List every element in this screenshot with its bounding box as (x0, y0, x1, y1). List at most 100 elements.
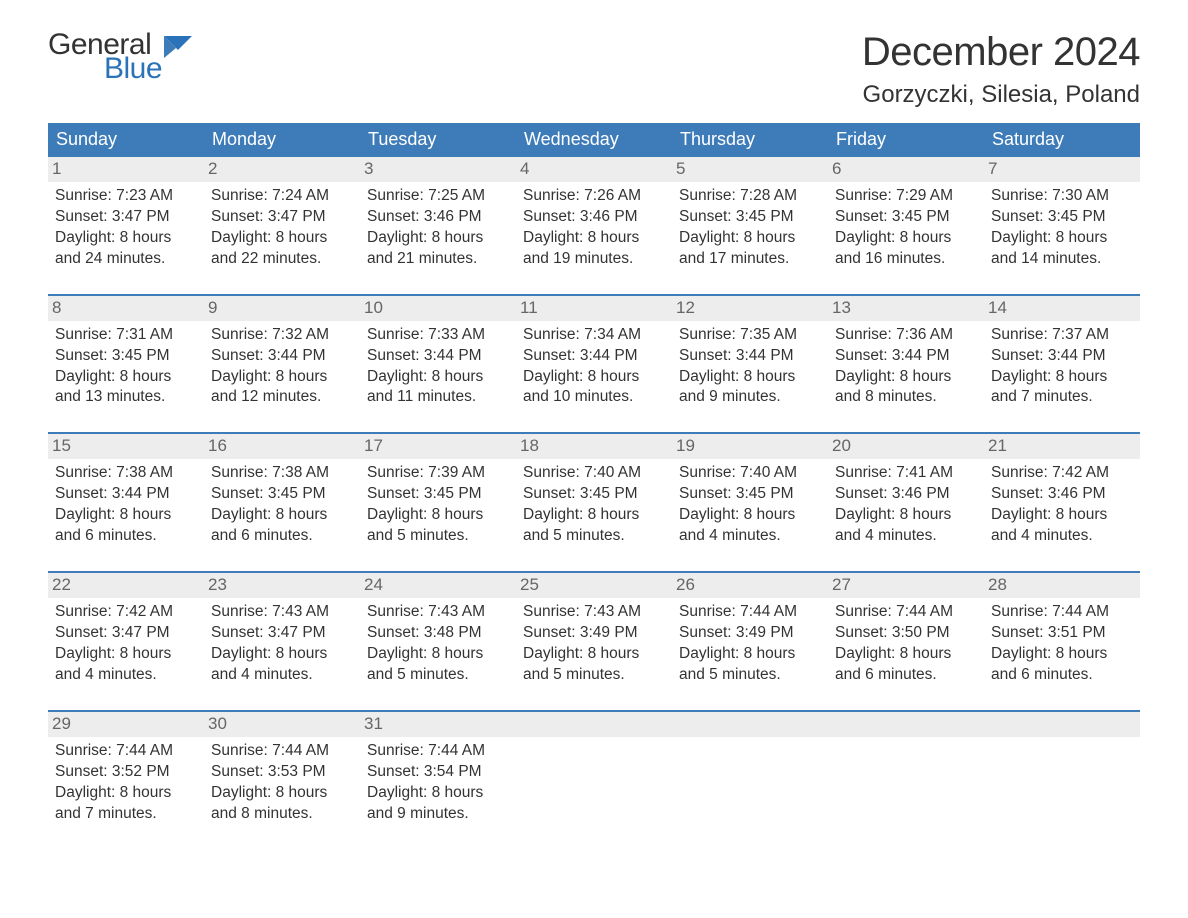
day-cell: 9Sunrise: 7:32 AMSunset: 3:44 PMDaylight… (204, 296, 360, 415)
day-line: Daylight: 8 hours (211, 644, 354, 665)
day-cell: 16Sunrise: 7:38 AMSunset: 3:45 PMDayligh… (204, 434, 360, 553)
day-body: Sunrise: 7:40 AMSunset: 3:45 PMDaylight:… (678, 463, 822, 547)
day-line: Sunset: 3:44 PM (679, 346, 822, 367)
day-body: Sunrise: 7:43 AMSunset: 3:48 PMDaylight:… (366, 602, 510, 686)
day-line: Sunrise: 7:41 AM (835, 463, 978, 484)
day-line: Sunrise: 7:38 AM (211, 463, 354, 484)
day-line: Daylight: 8 hours (991, 505, 1134, 526)
day-line: and 14 minutes. (991, 249, 1134, 270)
day-body: Sunrise: 7:32 AMSunset: 3:44 PMDaylight:… (210, 325, 354, 409)
day-number: 7 (984, 157, 1140, 182)
day-line: Sunset: 3:45 PM (367, 484, 510, 505)
day-line: and 16 minutes. (835, 249, 978, 270)
day-line: and 17 minutes. (679, 249, 822, 270)
day-line: Sunrise: 7:42 AM (55, 602, 198, 623)
day-line: Sunrise: 7:32 AM (211, 325, 354, 346)
day-line: Daylight: 8 hours (367, 228, 510, 249)
day-body: Sunrise: 7:44 AMSunset: 3:50 PMDaylight:… (834, 602, 978, 686)
day-cell: 26Sunrise: 7:44 AMSunset: 3:49 PMDayligh… (672, 573, 828, 692)
day-body: Sunrise: 7:26 AMSunset: 3:46 PMDaylight:… (522, 186, 666, 270)
day-body: Sunrise: 7:38 AMSunset: 3:45 PMDaylight:… (210, 463, 354, 547)
day-cell: 8Sunrise: 7:31 AMSunset: 3:45 PMDaylight… (48, 296, 204, 415)
day-line: Daylight: 8 hours (523, 228, 666, 249)
day-line: Daylight: 8 hours (211, 783, 354, 804)
day-line: and 8 minutes. (835, 387, 978, 408)
day-body: Sunrise: 7:29 AMSunset: 3:45 PMDaylight:… (834, 186, 978, 270)
day-cell: 19Sunrise: 7:40 AMSunset: 3:45 PMDayligh… (672, 434, 828, 553)
day-line: Sunset: 3:49 PM (679, 623, 822, 644)
day-line: Daylight: 8 hours (991, 644, 1134, 665)
day-cell: 14Sunrise: 7:37 AMSunset: 3:44 PMDayligh… (984, 296, 1140, 415)
day-body: Sunrise: 7:33 AMSunset: 3:44 PMDaylight:… (366, 325, 510, 409)
week-row: 15Sunrise: 7:38 AMSunset: 3:44 PMDayligh… (48, 432, 1140, 553)
day-line: Sunset: 3:48 PM (367, 623, 510, 644)
day-body: Sunrise: 7:44 AMSunset: 3:54 PMDaylight:… (366, 741, 510, 825)
day-line: Sunrise: 7:28 AM (679, 186, 822, 207)
day-number: 4 (516, 157, 672, 182)
day-line: and 6 minutes. (835, 665, 978, 686)
day-line: Sunset: 3:47 PM (55, 623, 198, 644)
day-line: Sunset: 3:50 PM (835, 623, 978, 644)
day-cell: 6 Sunrise: 7:29 AMSunset: 3:45 PMDaylight… (828, 157, 984, 276)
day-cell: 1 Sunrise: 7:23 AMSunset: 3:47 PMDaylight… (48, 157, 204, 276)
day-line: Daylight: 8 hours (679, 644, 822, 665)
day-line: Sunset: 3:45 PM (991, 207, 1134, 228)
day-line: Sunset: 3:45 PM (523, 484, 666, 505)
day-cell: 11Sunrise: 7:34 AMSunset: 3:44 PMDayligh… (516, 296, 672, 415)
day-line: Sunset: 3:53 PM (211, 762, 354, 783)
day-line: Sunrise: 7:40 AM (523, 463, 666, 484)
day-number: 8 (48, 296, 204, 321)
day-line: Daylight: 8 hours (679, 505, 822, 526)
day-line: and 6 minutes. (211, 526, 354, 547)
day-cell: 18Sunrise: 7:40 AMSunset: 3:45 PMDayligh… (516, 434, 672, 553)
day-number: 28 (984, 573, 1140, 598)
day-cell: 3Sunrise: 7:25 AMSunset: 3:46 PMDaylight… (360, 157, 516, 276)
day-body: Sunrise: 7:44 AMSunset: 3:49 PMDaylight:… (678, 602, 822, 686)
day-body: Sunrise: 7:23 AMSunset: 3:47 PMDaylight:… (54, 186, 198, 270)
day-body: Sunrise: 7:38 AMSunset: 3:44 PMDaylight:… (54, 463, 198, 547)
day-cell: 7Sunrise: 7:30 AMSunset: 3:45 PMDaylight… (984, 157, 1140, 276)
header: General Blue December 2024 Gorzyczki, Si… (48, 30, 1140, 109)
day-line: Sunset: 3:44 PM (55, 484, 198, 505)
day-number: 1 (48, 157, 204, 182)
day-line: Sunrise: 7:44 AM (679, 602, 822, 623)
day-line: Sunrise: 7:40 AM (679, 463, 822, 484)
day-cell: 24Sunrise: 7:43 AMSunset: 3:48 PMDayligh… (360, 573, 516, 692)
week-row: 8Sunrise: 7:31 AMSunset: 3:45 PMDaylight… (48, 294, 1140, 415)
day-line: Sunset: 3:52 PM (55, 762, 198, 783)
day-line: Sunrise: 7:37 AM (991, 325, 1134, 346)
day-cell: 22Sunrise: 7:42 AMSunset: 3:47 PMDayligh… (48, 573, 204, 692)
day-body: Sunrise: 7:42 AMSunset: 3:47 PMDaylight:… (54, 602, 198, 686)
day-line: Daylight: 8 hours (991, 367, 1134, 388)
day-body: Sunrise: 7:44 AMSunset: 3:52 PMDaylight:… (54, 741, 198, 825)
day-body: Sunrise: 7:43 AMSunset: 3:47 PMDaylight:… (210, 602, 354, 686)
day-line: and 11 minutes. (367, 387, 510, 408)
day-cell: 13Sunrise: 7:36 AMSunset: 3:44 PMDayligh… (828, 296, 984, 415)
day-line: and 9 minutes. (367, 804, 510, 825)
day-line: and 6 minutes. (55, 526, 198, 547)
day-line: and 4 minutes. (835, 526, 978, 547)
day-line: Sunrise: 7:39 AM (367, 463, 510, 484)
day-number: 13 (828, 296, 984, 321)
day-cell: 29Sunrise: 7:44 AMSunset: 3:52 PMDayligh… (48, 712, 204, 831)
month-title: December 2024 (862, 30, 1140, 75)
day-line: Sunrise: 7:35 AM (679, 325, 822, 346)
day-number: 20 (828, 434, 984, 459)
day-line: Sunset: 3:51 PM (991, 623, 1134, 644)
day-body: Sunrise: 7:28 AMSunset: 3:45 PMDaylight:… (678, 186, 822, 270)
day-number: 6 (828, 157, 984, 182)
day-line: Daylight: 8 hours (835, 505, 978, 526)
dow-saturday: Saturday (984, 123, 1140, 157)
dow-wednesday: Wednesday (516, 123, 672, 157)
day-line: Sunset: 3:45 PM (55, 346, 198, 367)
day-body: Sunrise: 7:44 AMSunset: 3:51 PMDaylight:… (990, 602, 1134, 686)
day-line: Daylight: 8 hours (835, 644, 978, 665)
day-line: Daylight: 8 hours (835, 228, 978, 249)
day-line: Daylight: 8 hours (55, 505, 198, 526)
day-line: Sunrise: 7:44 AM (835, 602, 978, 623)
day-line: Daylight: 8 hours (55, 644, 198, 665)
day-line: and 13 minutes. (55, 387, 198, 408)
day-line: Sunrise: 7:43 AM (523, 602, 666, 623)
day-line: Sunrise: 7:43 AM (367, 602, 510, 623)
day-line: Sunrise: 7:44 AM (991, 602, 1134, 623)
